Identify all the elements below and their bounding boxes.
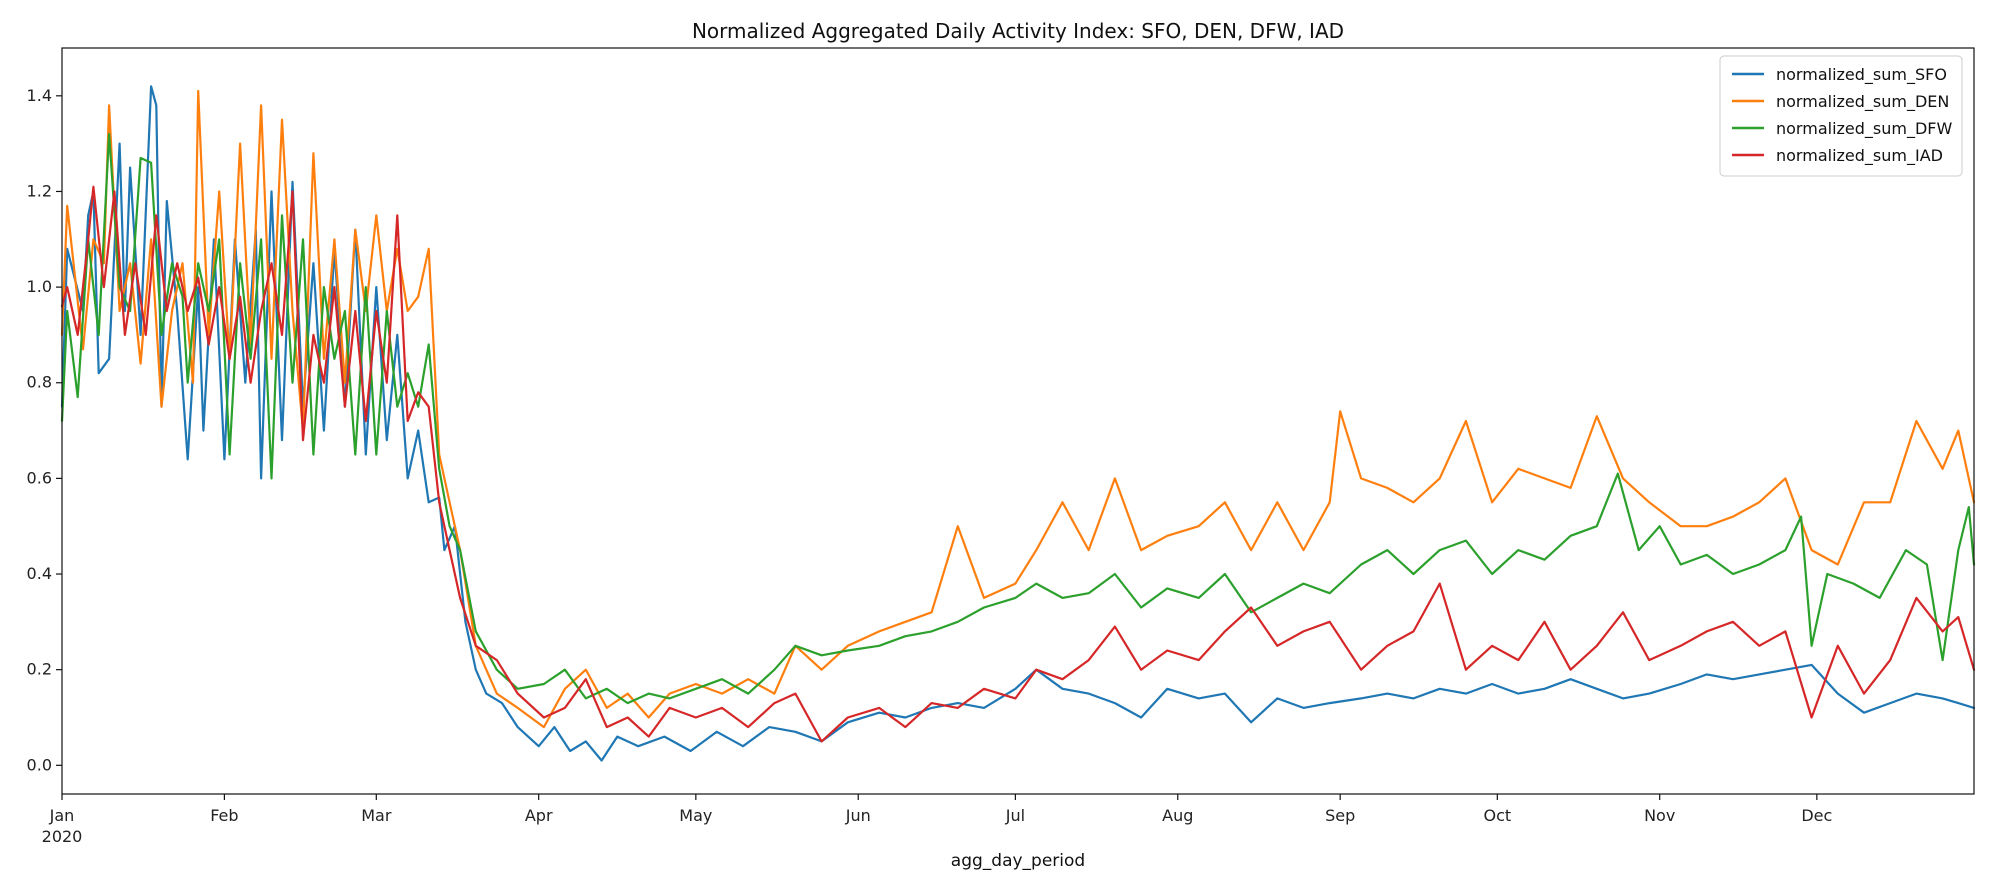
x-axis-label: agg_day_period — [951, 851, 1085, 871]
legend-box — [1719, 55, 1963, 177]
series-layer — [60, 85, 1976, 762]
y-tick-label: 0.0 — [27, 755, 52, 774]
x-tick-label: May — [679, 806, 712, 825]
x-tick-label: Feb — [210, 806, 238, 825]
legend: normalized_sum_SFO normalized_sum_DENnorm… — [1719, 55, 1963, 177]
legend-label: normalized_sum_IAD — [1776, 146, 1943, 166]
x-tick-sublabel: 2020 — [42, 827, 83, 846]
legend-label: normalized_sum_DEN — [1776, 92, 1949, 112]
x-tick-label: Dec — [1801, 806, 1832, 825]
x-tick-label: Apr — [525, 806, 553, 825]
chart-title: Normalized Aggregated Daily Activity Ind… — [692, 19, 1344, 43]
series-line-normalized-sum-den — [60, 89, 1976, 729]
series-line-normalized-sum-sfo — [60, 85, 1976, 762]
series-line-normalized-sum-dfw — [60, 133, 1976, 705]
x-tick-label: Jul — [1005, 806, 1025, 825]
x-tick-label: Aug — [1162, 806, 1193, 825]
x-tick-label: Jan — [49, 806, 75, 825]
x-tick-label: Jun — [845, 806, 871, 825]
y-tick-label: 0.2 — [27, 660, 52, 679]
series-line-normalized-sum-iad — [60, 185, 1976, 743]
x-tick-label: Mar — [361, 806, 392, 825]
legend-label: normalized_sum_DFW — [1776, 119, 1952, 139]
legend-label: normalized_sum_SFO — [1776, 65, 1947, 85]
y-tick-label: 0.8 — [27, 373, 52, 392]
x-tick-label: Sep — [1325, 806, 1355, 825]
y-tick-label: 1.4 — [27, 86, 52, 105]
y-tick-label: 0.4 — [27, 564, 52, 583]
x-tick-label: Oct — [1483, 806, 1511, 825]
y-tick-label: 1.0 — [27, 277, 52, 296]
plot-frame — [61, 47, 1975, 795]
x-axis: Jan 2020 Feb Mar Apr May Jun Jul Aug Sep Oct Nov Dec — [42, 794, 1832, 846]
y-tick-label: 0.6 — [27, 468, 52, 487]
x-tick-label: Nov — [1644, 806, 1675, 825]
y-tick-label: 1.2 — [27, 181, 52, 200]
y-axis: 0.0 0.2 0.4 0.6 0.8 1.0 1.2 1.4 — [27, 86, 62, 774]
